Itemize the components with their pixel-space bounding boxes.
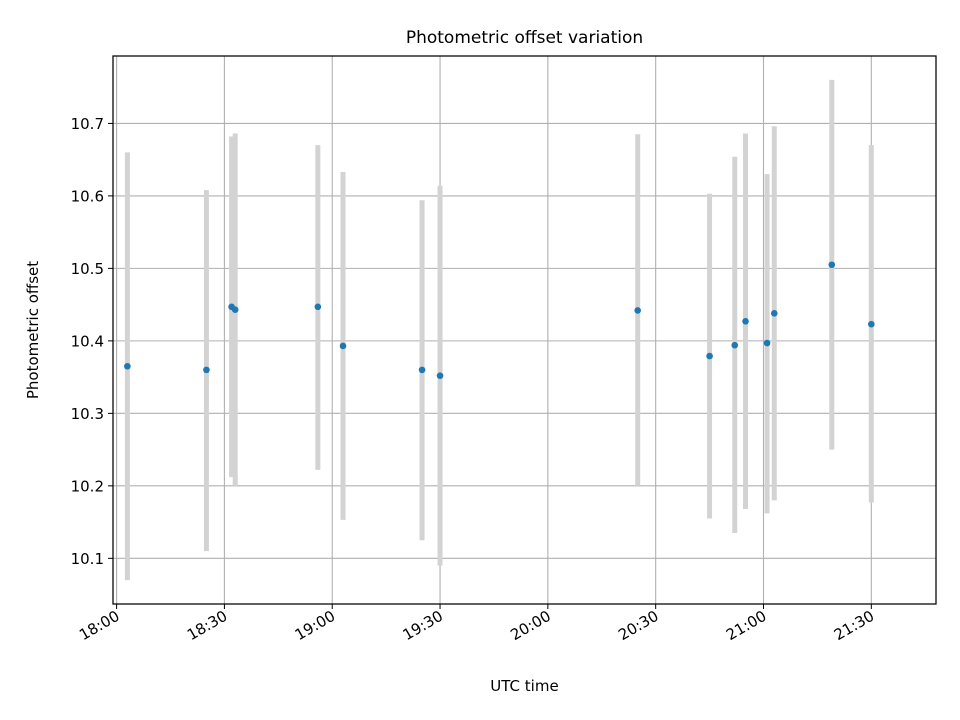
data-point <box>868 320 875 328</box>
data-point <box>634 307 642 314</box>
y-axis-label: Photometric offset <box>24 261 42 399</box>
y-tick-label: 10.4 <box>71 332 104 350</box>
data-point <box>231 306 239 314</box>
data-point <box>731 341 739 349</box>
y-tick-label: 10.6 <box>71 187 104 205</box>
data-point <box>418 366 426 374</box>
y-tick-label: 10.3 <box>71 405 104 423</box>
grid <box>113 56 936 604</box>
y-tick-label: 10.5 <box>71 260 104 278</box>
data-point <box>339 342 347 350</box>
y-tick-label: 10.7 <box>71 115 104 133</box>
data-point <box>706 352 713 360</box>
data-point <box>763 339 771 347</box>
data-point <box>770 310 778 317</box>
y-tick-label: 10.1 <box>71 550 104 568</box>
data-point <box>828 261 836 269</box>
data-point <box>742 318 749 325</box>
y-tick-label: 10.2 <box>71 477 104 495</box>
y-axis-ticks: 10.1 10.2 10.3 10.4 10.5 10.6 10.7 <box>71 115 113 568</box>
x-axis-label: UTC time <box>490 677 558 695</box>
chart-title: Photometric offset variation <box>406 28 643 48</box>
data-point <box>436 372 444 379</box>
data-points <box>124 261 875 379</box>
data-point <box>124 362 131 370</box>
data-point <box>203 366 210 374</box>
data-point <box>314 303 322 311</box>
plot-frame <box>112 55 937 605</box>
